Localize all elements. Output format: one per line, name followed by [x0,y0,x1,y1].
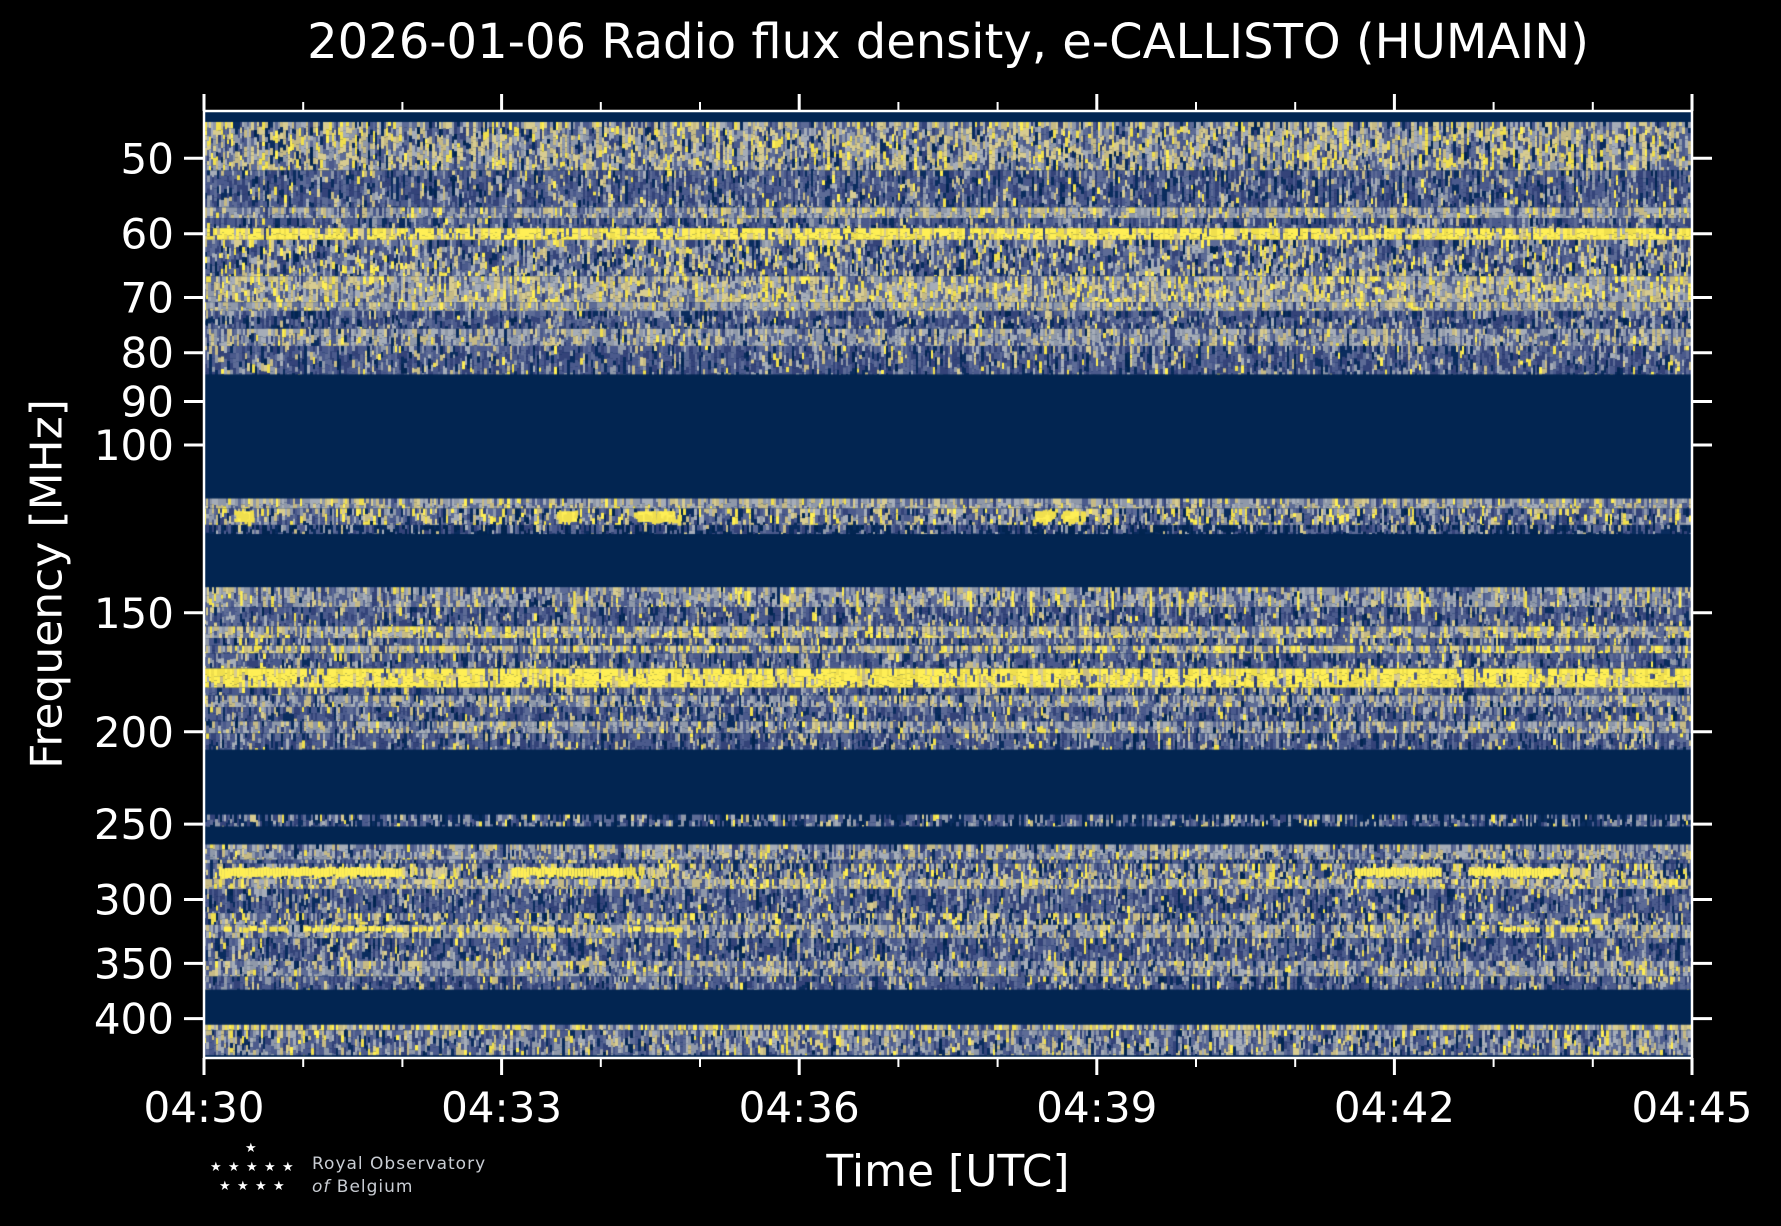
x-tick-label: 04:33 [441,1083,562,1132]
rob-logo-star-icon: ★ [219,1179,231,1194]
y-tick-label: 400 [94,995,174,1044]
rob-logo-star-icon: ★ [273,1179,285,1194]
rob-logo-text-line2: of Belgium [312,1177,414,1197]
rob-logo-text: Royal Observatory of Belgium [312,1153,486,1199]
spectrogram-canvas [204,111,1692,1058]
y-tick-label: 100 [94,421,174,470]
y-tick-label: 250 [94,800,174,849]
chart-title: 2026-01-06 Radio flux density, e-CALLIST… [307,14,1589,70]
y-tick-label: 50 [121,134,174,183]
x-tick-label: 04:42 [1334,1083,1455,1132]
rob-logo-star-icon: ★ [264,1160,276,1175]
rob-logo-star-icon: ★ [282,1160,294,1175]
rob-logo-star-icon: ★ [210,1160,222,1175]
y-tick-label: 70 [121,273,174,322]
rob-logo-star-icon: ★ [237,1179,249,1194]
x-tick-label: 04:45 [1631,1083,1752,1132]
x-tick-label: 04:30 [143,1083,264,1132]
x-axis-label: Time [UTC] [826,1146,1070,1197]
rob-logo-star-icon: ★ [228,1160,240,1175]
x-tick-label: 04:39 [1036,1083,1157,1132]
x-tick-label: 04:36 [739,1083,860,1132]
y-tick-label: 80 [121,329,174,378]
y-tick-label: 150 [94,589,174,638]
y-axis-label: Frequency [MHz] [21,399,73,769]
y-tick-label: 60 [121,210,174,259]
rob-logo-star-icon: ★ [245,1141,257,1156]
y-tick-label: 90 [121,377,174,426]
y-tick-label: 350 [94,939,174,988]
y-tick-label: 200 [94,708,174,757]
rob-logo-text-line1: Royal Observatory [312,1154,487,1174]
rob-logo-star-icon: ★ [255,1179,267,1194]
rob-logo-star-icon: ★ [246,1160,258,1175]
y-tick-label: 300 [94,876,174,925]
